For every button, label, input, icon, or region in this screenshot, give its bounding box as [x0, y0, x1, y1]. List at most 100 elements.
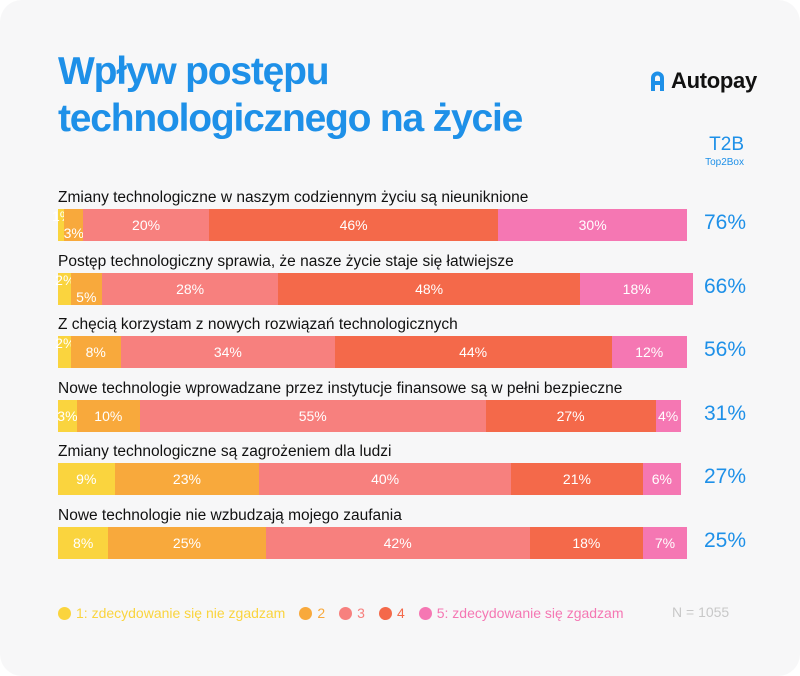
data-label: 10% — [94, 407, 123, 424]
data-label: 12% — [635, 344, 664, 360]
legend-item-5: 5: zdecydowanie się zgadzam — [418, 605, 624, 621]
legend-item-2: 2 — [299, 605, 325, 621]
bar-segment — [611, 336, 687, 368]
bar-segment — [208, 209, 499, 241]
data-label: 2% — [55, 271, 76, 288]
bar-segment — [58, 463, 115, 495]
data-label: 8% — [73, 534, 94, 551]
data-label: 4% — [658, 407, 679, 424]
data-label: 27% — [556, 407, 585, 424]
bar-segment — [83, 209, 209, 241]
bar-segment — [70, 336, 121, 368]
bar-segment — [278, 272, 581, 305]
t2b-value: 31% — [703, 401, 746, 425]
legend-label: 4 — [396, 605, 405, 621]
bar-segment — [642, 463, 681, 495]
bar-segment — [76, 399, 140, 432]
data-label: 18% — [622, 280, 651, 297]
bar-segment — [58, 336, 71, 368]
data-label: 55% — [298, 407, 327, 424]
stacked-bar: 1% 3% 20% 46% 30% — [52, 208, 687, 241]
stacked-bar: 2% 8% 34% 44% 12% — [55, 335, 687, 368]
bar-segment — [108, 526, 266, 559]
legend-label: 1: zdecydowanie się nie zgadzam — [76, 605, 286, 621]
data-label: 2% — [55, 335, 76, 351]
legend-item-4: 4 — [378, 605, 405, 621]
row-label: Nowe technologie nie wzbudzają mojego za… — [58, 506, 402, 524]
bar-segment — [120, 336, 335, 368]
legend-swatch — [378, 606, 392, 620]
brand-logo: Autopay — [650, 68, 757, 94]
data-label: 23% — [172, 471, 201, 487]
legend: 1: zdecydowanie się nie zgadzam 2 3 4 5:… — [58, 604, 638, 622]
data-label: 30% — [578, 217, 607, 233]
legend-item-1: 1: zdecydowanie się nie zgadzam — [58, 605, 285, 621]
bar-segment — [58, 272, 71, 305]
data-label: 18% — [572, 534, 601, 551]
bar-segment — [102, 272, 279, 305]
bar-segment — [265, 526, 530, 559]
data-label: 40% — [371, 471, 400, 487]
t2b-value: 56% — [703, 338, 746, 361]
legend-label: 3 — [357, 605, 365, 621]
data-label: 25% — [172, 534, 201, 551]
bar-segment — [510, 463, 643, 495]
bar-segment — [529, 526, 643, 559]
stacked-bar: 3% 10% 55% 27% 4% — [57, 399, 687, 432]
bar-segment — [139, 399, 486, 432]
legend-swatch — [299, 606, 313, 620]
t2b-value: 66% — [703, 274, 746, 298]
t2b-header: T2B — [709, 134, 744, 155]
data-label: 5% — [76, 288, 97, 305]
data-label: 44% — [459, 344, 488, 360]
bar-segment — [70, 272, 103, 305]
stacked-bar: 8% 25% 42% 18% 7% — [58, 526, 687, 559]
legend-swatch — [339, 606, 353, 620]
bar-segment — [498, 209, 687, 241]
bar-segment — [114, 463, 260, 495]
bar-segment — [58, 526, 109, 559]
row-label: Nowe technologie wprowadzane przez insty… — [58, 379, 623, 397]
data-label: 20% — [132, 217, 161, 233]
legend-swatch — [58, 606, 71, 620]
bar-segment — [64, 209, 84, 241]
data-label: 8% — [85, 344, 106, 360]
autopay-logo-icon — [651, 71, 664, 91]
legend-swatch — [418, 606, 432, 620]
bar-segment — [259, 463, 511, 495]
bar-segment — [580, 272, 694, 305]
data-label: 21% — [562, 471, 591, 487]
row-label: Z chęcią korzystam z nowych rozwiązań te… — [58, 316, 458, 333]
legend-label: 2 — [317, 605, 326, 621]
data-label: 46% — [339, 217, 368, 233]
legend-item-3: 3 — [339, 605, 365, 621]
data-label: 34% — [213, 344, 242, 360]
t2b-value: 25% — [703, 528, 746, 552]
t2b-value: 27% — [703, 465, 746, 488]
bar-segment — [334, 336, 612, 368]
title-line-2: technologicznego na życie — [58, 97, 523, 140]
row-label: Postęp technologiczny sprawia, że nasze … — [58, 252, 514, 270]
bar-segment — [655, 399, 681, 432]
data-label: 3% — [63, 225, 84, 241]
bar-segment — [485, 399, 656, 432]
row-label: Zmiany technologiczne w naszym codzienny… — [58, 189, 529, 206]
legend-label: 5: zdecydowanie się zgadzam — [436, 605, 624, 621]
brand-name: Autopay — [671, 68, 757, 93]
t2b-subheader: Top2Box — [705, 157, 744, 168]
bar-segment — [58, 209, 65, 241]
stacked-bar: 9% 23% 40% 21% 6% — [58, 463, 687, 495]
data-label: 28% — [176, 280, 205, 297]
t2b-value: 76% — [703, 211, 746, 234]
data-label: 48% — [415, 280, 444, 297]
data-label: 7% — [654, 534, 676, 551]
sample-size: N = 1055 — [672, 604, 730, 620]
bar-segment — [58, 399, 77, 432]
row-label: Zmiany technologiczne są zagrożeniem dla… — [58, 443, 392, 460]
chart-title: Wpływ postępu technologicznego na życie — [58, 48, 578, 142]
bar-segment — [642, 526, 687, 559]
title-line-1: Wpływ postępu — [58, 50, 330, 93]
data-label: 42% — [383, 534, 412, 551]
data-label: 9% — [76, 471, 97, 487]
